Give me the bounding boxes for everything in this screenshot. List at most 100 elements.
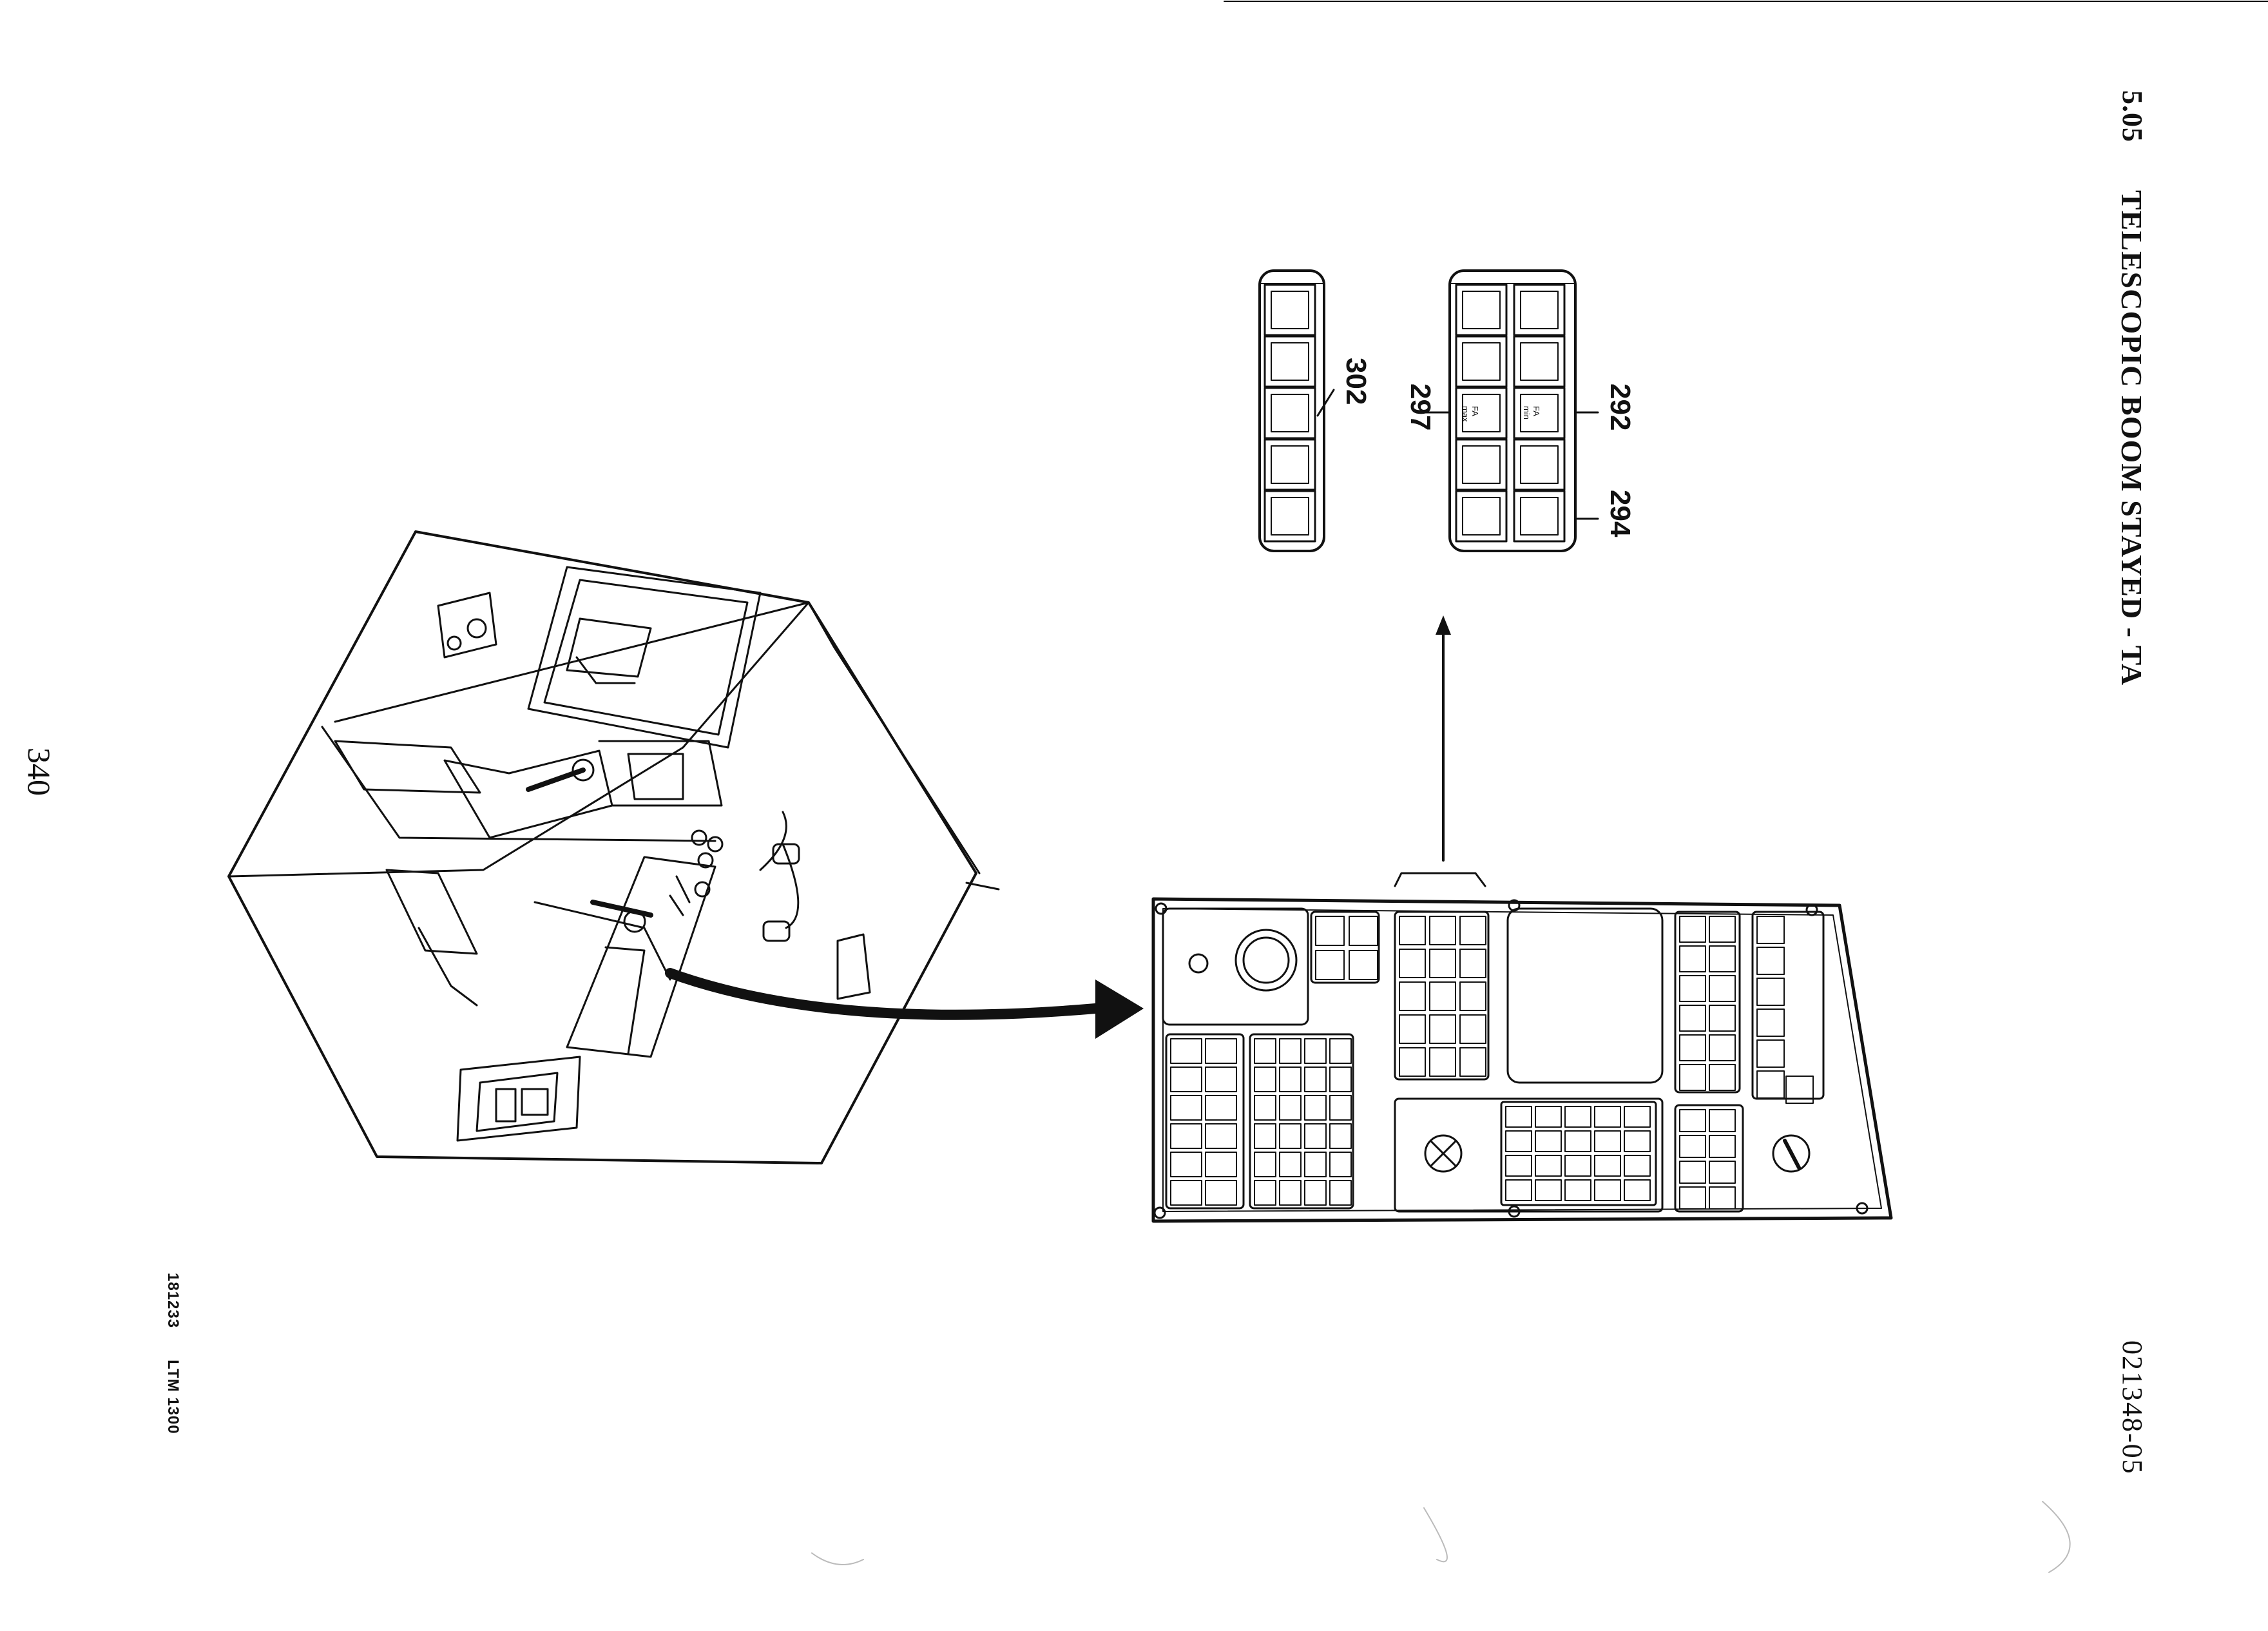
- detail-key: [1455, 335, 1508, 388]
- panel-key: [1429, 981, 1456, 1011]
- panel-key: [1254, 1180, 1276, 1206]
- panel-key: [1170, 1066, 1202, 1092]
- panel-key: [1709, 1064, 1736, 1091]
- panel-key: [1756, 947, 1785, 975]
- detail-strip-297-292-294: [1448, 269, 1577, 552]
- panel-key: [1679, 1034, 1706, 1061]
- panel-key: [1205, 1095, 1237, 1121]
- panel-key: [1679, 975, 1706, 1002]
- panel-key: [1505, 1179, 1532, 1201]
- panel-key: [1679, 1186, 1706, 1210]
- panel-key: [1254, 1152, 1276, 1177]
- panel-key: [1170, 1038, 1202, 1064]
- panel-key: [1304, 1180, 1327, 1206]
- detail-key: [1513, 438, 1566, 491]
- panel-key: [1429, 1047, 1456, 1077]
- callout-297: 297: [1405, 383, 1436, 430]
- panel-key: [1279, 1038, 1302, 1064]
- panel-key: [1505, 1106, 1532, 1128]
- panel-key: [1459, 981, 1486, 1011]
- panel-key: [1349, 916, 1378, 946]
- detail-key-face: [1462, 445, 1501, 484]
- detail-key: [1264, 490, 1316, 543]
- panel-key: [1304, 1152, 1327, 1177]
- detail-key: [1264, 387, 1316, 439]
- detail-key: [1264, 335, 1316, 388]
- panel-key: [1279, 1123, 1302, 1149]
- panel-key: [1756, 1070, 1785, 1099]
- panel-key: [1709, 975, 1736, 1002]
- detail-key-face: [1271, 497, 1309, 536]
- callout-leaders: [1316, 389, 1599, 520]
- panel-key: [1329, 1152, 1352, 1177]
- detail-key: [1455, 490, 1508, 543]
- up-arrow: [1436, 615, 1451, 862]
- callout-292: 292: [1604, 383, 1636, 430]
- panel-key: [1756, 916, 1785, 944]
- panel-key: [1329, 1095, 1352, 1121]
- detail-key-face: [1462, 342, 1501, 381]
- detail-key: [1455, 284, 1508, 336]
- panel-key: [1205, 1038, 1237, 1064]
- panel-key: [1399, 1014, 1426, 1044]
- panel-key: [1279, 1066, 1302, 1092]
- panel-key: [1709, 916, 1736, 943]
- detail-key: [1513, 387, 1566, 439]
- scan-artifacts: [811, 1501, 2071, 1573]
- detail-key: [1264, 284, 1316, 336]
- panel-key: [1679, 1064, 1706, 1091]
- panel-key: [1709, 1161, 1736, 1184]
- panel-key: [1315, 950, 1345, 980]
- panel-key: [1279, 1152, 1302, 1177]
- panel-key: [1399, 949, 1426, 978]
- detail-key-face: [1520, 394, 1559, 432]
- detail-key-face: [1271, 445, 1309, 484]
- detail-key-face: [1462, 497, 1501, 536]
- panel-key: [1624, 1155, 1651, 1177]
- panel-key: [1170, 1123, 1202, 1149]
- panel-key: [1399, 916, 1426, 945]
- panel-key: [1304, 1038, 1327, 1064]
- control-panel: [1151, 872, 1893, 1223]
- panel-key: [1535, 1155, 1562, 1177]
- panel-key: [1429, 949, 1456, 978]
- panel-key: [1709, 1034, 1736, 1061]
- panel-key: [1709, 1135, 1736, 1158]
- panel-key: [1624, 1130, 1651, 1152]
- panel-key: [1329, 1066, 1352, 1092]
- panel-key: [1594, 1155, 1621, 1177]
- detail-key: [1513, 335, 1566, 388]
- panel-key: [1785, 1076, 1814, 1104]
- panel-key: [1679, 1005, 1706, 1032]
- panel-key: [1535, 1106, 1562, 1128]
- panel-key: [1624, 1179, 1651, 1201]
- detail-key-face: [1462, 291, 1501, 329]
- panel-key: [1304, 1095, 1327, 1121]
- panel-key: [1459, 949, 1486, 978]
- panel-key: [1304, 1123, 1327, 1149]
- button-block-a: [1310, 911, 1380, 984]
- panel-key: [1679, 916, 1706, 943]
- panel-button-grids: [1170, 916, 1814, 1210]
- panel-key: [1205, 1152, 1237, 1177]
- panel-key: [1315, 916, 1345, 946]
- panel-key: [1254, 1123, 1276, 1149]
- panel-key: [1254, 1066, 1276, 1092]
- panel-key: [1709, 945, 1736, 972]
- detail-key: [1455, 387, 1508, 439]
- panel-key: [1756, 1009, 1785, 1037]
- panel-key: [1279, 1180, 1302, 1206]
- panel-key: [1205, 1123, 1237, 1149]
- panel-key: [1505, 1130, 1532, 1152]
- panel-key: [1679, 1135, 1706, 1158]
- panel-key: [1349, 950, 1378, 980]
- key-label-fa-min: FA: [1532, 406, 1541, 416]
- panel-key: [1170, 1152, 1202, 1177]
- detail-key-face: [1520, 342, 1559, 381]
- detail-key-face: [1520, 291, 1559, 329]
- panel-key: [1254, 1095, 1276, 1121]
- panel-key: [1756, 1039, 1785, 1068]
- detail-strip-302: [1258, 269, 1325, 552]
- detail-key-face: [1271, 291, 1309, 329]
- detail-key: [1264, 438, 1316, 491]
